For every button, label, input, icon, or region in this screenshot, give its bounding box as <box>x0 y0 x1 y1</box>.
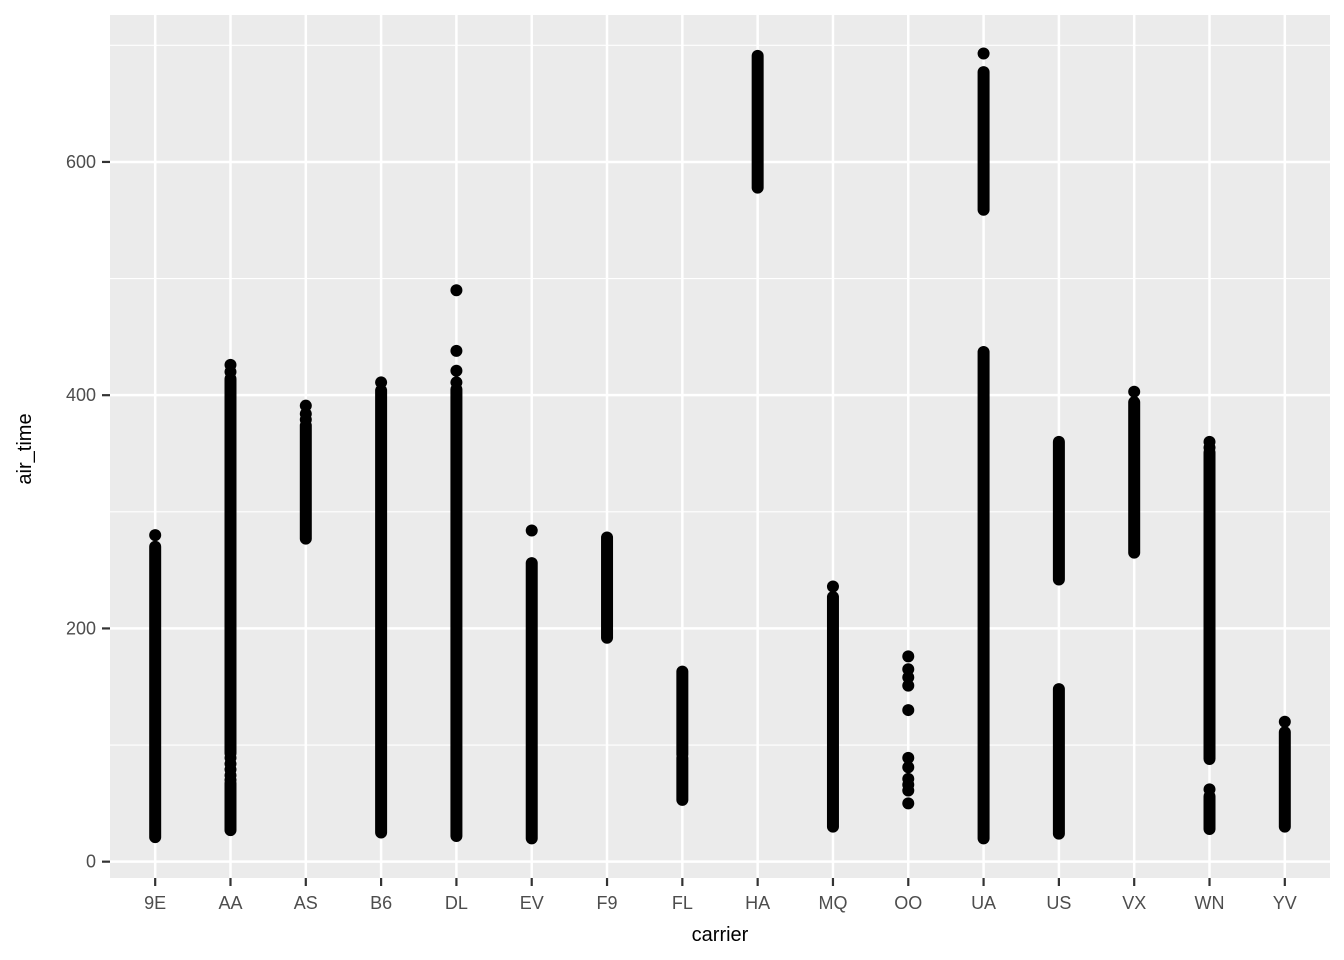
points-layer <box>149 47 1291 845</box>
data-point-OO <box>902 797 915 810</box>
data-point-EV <box>525 524 538 537</box>
y-tick-label-600: 600 <box>66 152 96 172</box>
data-point-WN <box>1203 441 1216 454</box>
data-point-OO <box>902 784 915 797</box>
data-point-OO <box>902 751 915 764</box>
y-axis-title: air_time <box>14 413 36 484</box>
data-point-YV <box>1278 715 1291 728</box>
data-point-WN <box>1203 783 1216 796</box>
x-tick-label-DL: DL <box>445 893 468 913</box>
x-axis-title: carrier <box>692 924 749 946</box>
data-point-AA <box>224 365 237 378</box>
x-tick-label-US: US <box>1046 893 1071 913</box>
x-tick-label-AA: AA <box>218 893 242 913</box>
data-point-B6 <box>375 376 388 389</box>
axes-layer: 0 200 400 600 9E AA AS B6 DL EV F9 FL HA MQ OO UA US VX WN… <box>66 152 1297 913</box>
x-tick-label-VX: VX <box>1122 893 1146 913</box>
data-point-DL <box>450 284 463 297</box>
x-tick-label-9E: 9E <box>144 893 166 913</box>
data-point-AA <box>224 774 237 787</box>
x-tick-label-WN: WN <box>1195 893 1225 913</box>
data-point-9E <box>149 529 162 542</box>
x-tick-label-MQ: MQ <box>818 893 847 913</box>
x-tick-label-OO: OO <box>894 893 922 913</box>
y-tick-label-400: 400 <box>66 385 96 405</box>
data-point-OO <box>902 761 915 774</box>
data-point-VX <box>1128 385 1141 398</box>
x-tick-label-F9: F9 <box>597 893 618 913</box>
x-tick-label-EV: EV <box>520 893 544 913</box>
data-point-DL <box>450 364 463 377</box>
panel-background <box>110 15 1330 878</box>
x-tick-label-AS: AS <box>294 893 318 913</box>
x-tick-label-UA: UA <box>971 893 996 913</box>
x-tick-label-FL: FL <box>672 893 693 913</box>
y-tick-label-200: 200 <box>66 618 96 638</box>
data-point-DL <box>450 344 463 357</box>
data-point-OO <box>902 704 915 717</box>
data-point-UA <box>977 47 990 60</box>
data-point-OO <box>902 679 915 692</box>
x-tick-label-HA: HA <box>745 893 770 913</box>
data-point-AS <box>299 413 312 426</box>
data-point-MQ <box>826 580 839 593</box>
data-point-OO <box>902 650 915 663</box>
y-tick-label-0: 0 <box>86 852 96 872</box>
x-tick-label-YV: YV <box>1273 893 1297 913</box>
plot-panel <box>110 15 1330 878</box>
x-tick-label-B6: B6 <box>370 893 392 913</box>
data-point-DL <box>450 376 463 389</box>
